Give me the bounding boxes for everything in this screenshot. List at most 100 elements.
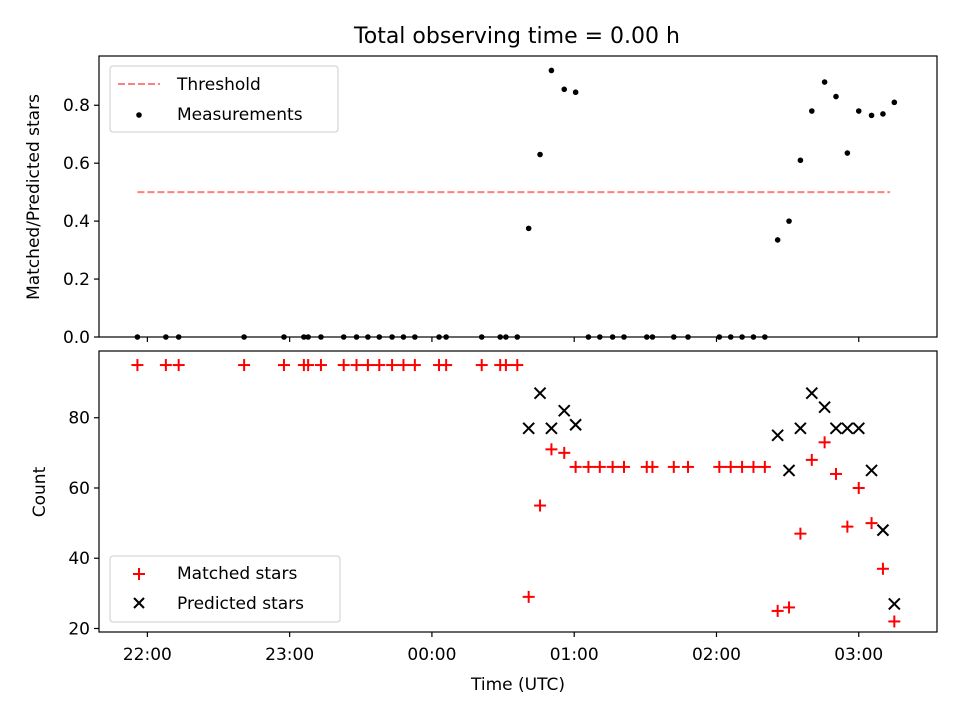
top-x-ticks: [146, 337, 860, 342]
matched-star-point: [736, 460, 749, 473]
matched-star-point: [805, 453, 818, 466]
bottom-legend-box: [109, 555, 341, 623]
bottom-legend: Matched stars Predicted stars: [109, 555, 341, 623]
measurement-point: [537, 151, 543, 158]
matched-star-point: [841, 520, 854, 533]
predicted-star-point: [818, 400, 831, 414]
matched-star-point: [386, 359, 399, 372]
predicted-star-point-b: [771, 429, 784, 442]
bottom-y-tick-label: 40: [68, 549, 90, 569]
matched-star-point: [545, 443, 558, 456]
predicted-star-point: [545, 422, 558, 435]
predicted-star-point-b: [829, 422, 843, 435]
predicted-star-point: [569, 418, 582, 431]
matched-star-point: [172, 359, 185, 372]
bottom-x-axis: 22:00 23:00 00:00 01:00 02:00 03:00: [123, 632, 883, 665]
bottom-y-axis: 20 40 60 80: [68, 409, 99, 639]
matched-star-point: [617, 460, 630, 473]
top-y-tick-label: 0.0: [63, 328, 90, 348]
measurement-point: [561, 86, 568, 93]
predicted-star-point-b: [794, 422, 807, 435]
legend-measurements-label: Measurements: [177, 105, 303, 125]
predicted-star-point: [782, 464, 796, 477]
top-y-label: Matched/Predicted stars: [24, 94, 44, 300]
matched-star-point: [350, 359, 363, 372]
matched-star-point: [373, 359, 386, 372]
top-y-tick-label: 0.6: [63, 154, 90, 174]
predicted-star-point-b: [569, 418, 582, 431]
predicted-star-point: [805, 386, 819, 400]
bottom-x-tick-label: 02:00: [692, 645, 741, 665]
predicted-star-point-b: [876, 523, 890, 537]
top-legend: Threshold Measurements: [109, 65, 339, 133]
matched-star-point: [337, 359, 350, 372]
matched-star-point: [159, 359, 172, 372]
predicted-star-point-b: [852, 422, 865, 435]
matched-star-point: [593, 460, 606, 473]
matched-star-point: [475, 359, 488, 372]
measurement-point: [891, 99, 898, 106]
matched-star-point: [499, 359, 512, 372]
top-panel: 0.00.20.40.60.8 Matched/Predicted stars …: [24, 55, 938, 348]
matched-star-point: [131, 359, 144, 372]
matched-star-point: [606, 460, 619, 473]
predicted-star-point: [852, 422, 865, 435]
predicted-star-point-b: [533, 386, 547, 400]
predicted-star-point: [829, 422, 843, 435]
bottom-y-tick-label: 80: [68, 409, 90, 429]
predicted-stars-series: [522, 386, 901, 611]
measurement-point: [572, 89, 579, 96]
measurement-point: [797, 157, 804, 164]
top-y-tick-label: 0.4: [63, 212, 90, 232]
predicted-star-point: [522, 422, 535, 435]
top-y-axis: 0.0 0.2 0.4 0.6 0.8: [63, 96, 99, 348]
bottom-x-tick-label: 22:00: [123, 645, 172, 665]
legend-measurements-swatch: [136, 112, 142, 118]
predicted-star-point-b: [888, 597, 901, 611]
matched-star-point: [408, 359, 421, 372]
measurement-point: [525, 225, 532, 232]
matched-star-point: [238, 359, 251, 372]
measurement-point: [808, 108, 815, 114]
predicted-star-point-b: [841, 422, 854, 435]
matched-star-point: [852, 481, 865, 494]
bottom-x-tick-label: 23:00: [265, 645, 314, 665]
measurement-point: [821, 79, 828, 85]
matched-star-point: [888, 615, 901, 628]
top-axes-frame: [98, 55, 938, 338]
measurement-point: [833, 93, 839, 100]
bottom-x-tick-label: 00:00: [407, 645, 456, 665]
legend-predicted-swatch: [133, 597, 145, 609]
matched-star-point: [397, 359, 410, 372]
matched-star-point: [747, 460, 760, 473]
legend-predicted-label: Predicted stars: [177, 594, 304, 614]
predicted-star-point: [888, 597, 901, 611]
matched-star-point: [682, 460, 695, 473]
measurement-point: [855, 108, 862, 114]
predicted-star-point: [865, 464, 878, 477]
measurement-point: [868, 112, 875, 119]
matched-star-point: [277, 359, 290, 372]
matched-star-point: [667, 460, 680, 473]
matched-star-point: [646, 460, 659, 473]
legend-threshold-label: Threshold: [176, 75, 261, 95]
measurement-point: [880, 111, 886, 117]
matched-star-point: [314, 359, 327, 372]
matched-star-point: [582, 460, 595, 473]
matched-star-point: [724, 460, 737, 473]
matched-star-point: [511, 359, 524, 372]
predicted-star-point: [876, 523, 890, 537]
matched-star-point: [713, 460, 726, 473]
predicted-star-point-b: [818, 400, 831, 414]
predicted-star-point-b: [558, 404, 571, 417]
measurement-point: [548, 67, 555, 74]
matched-star-point: [440, 359, 453, 372]
top-y-tick-label: 0.2: [63, 270, 90, 290]
predicted-star-point-b: [522, 422, 535, 435]
bottom-x-tick-label: 01:00: [550, 645, 599, 665]
matched-star-point: [569, 460, 582, 473]
bottom-y-tick-label: 60: [68, 479, 90, 499]
predicted-star-point: [771, 429, 784, 442]
